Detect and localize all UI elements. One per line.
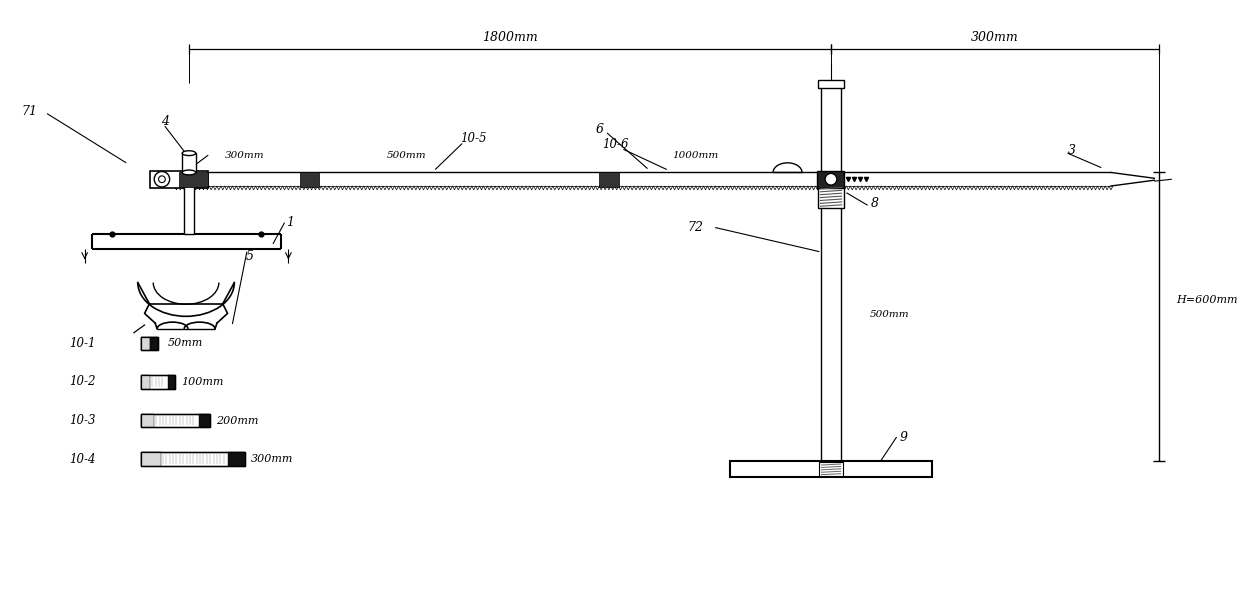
Bar — [821, 186, 841, 469]
Bar — [140, 452, 246, 466]
Bar — [140, 414, 211, 427]
Text: 1000mm: 1000mm — [672, 151, 719, 159]
Bar — [818, 187, 843, 208]
Text: 10-1: 10-1 — [69, 337, 95, 350]
Bar — [150, 171, 208, 188]
Bar — [167, 375, 175, 389]
Bar — [140, 337, 150, 350]
Bar — [182, 153, 196, 173]
Text: 300mm: 300mm — [250, 454, 293, 464]
Bar — [821, 83, 841, 173]
Text: H=600mm: H=600mm — [1177, 295, 1238, 305]
Ellipse shape — [182, 170, 196, 175]
Bar — [820, 462, 842, 475]
Text: 100mm: 100mm — [181, 377, 223, 387]
Text: 50mm: 50mm — [167, 339, 202, 348]
Text: 200mm: 200mm — [216, 415, 258, 425]
Text: 4: 4 — [161, 115, 169, 128]
Text: 10-2: 10-2 — [69, 375, 95, 389]
Bar — [140, 452, 161, 466]
Text: 10-6: 10-6 — [603, 138, 629, 151]
Text: 1: 1 — [286, 216, 294, 229]
Text: 3: 3 — [1069, 144, 1076, 156]
Bar — [150, 337, 157, 350]
Text: 1800mm: 1800mm — [482, 31, 538, 44]
Bar — [140, 452, 246, 466]
Bar — [140, 337, 157, 350]
Bar — [140, 375, 175, 389]
Bar — [817, 171, 844, 188]
Text: 5: 5 — [246, 250, 254, 263]
Circle shape — [154, 171, 170, 187]
Text: 10-3: 10-3 — [69, 414, 95, 427]
Text: 72: 72 — [688, 221, 704, 234]
Bar — [140, 414, 211, 427]
Text: 71: 71 — [21, 105, 37, 118]
Bar — [300, 171, 319, 187]
Bar — [180, 171, 208, 187]
Text: 10-5: 10-5 — [460, 132, 487, 145]
Bar — [818, 80, 843, 87]
Bar — [184, 186, 193, 234]
Bar — [140, 337, 157, 350]
Text: 300mm: 300mm — [226, 151, 265, 159]
Bar — [729, 461, 932, 477]
Bar — [599, 171, 619, 187]
Text: 6: 6 — [595, 123, 604, 136]
Ellipse shape — [182, 151, 196, 155]
Circle shape — [825, 173, 837, 185]
Bar — [140, 375, 150, 389]
Bar — [198, 414, 211, 427]
Bar — [140, 375, 175, 389]
Text: 9: 9 — [899, 431, 908, 443]
Text: 500mm: 500mm — [387, 151, 427, 159]
Text: 500mm: 500mm — [869, 310, 909, 319]
Text: 10-4: 10-4 — [69, 453, 95, 466]
Circle shape — [159, 176, 165, 183]
Text: 300mm: 300mm — [971, 31, 1019, 44]
Bar — [228, 452, 246, 466]
Text: 8: 8 — [870, 197, 878, 210]
Bar — [140, 414, 154, 427]
